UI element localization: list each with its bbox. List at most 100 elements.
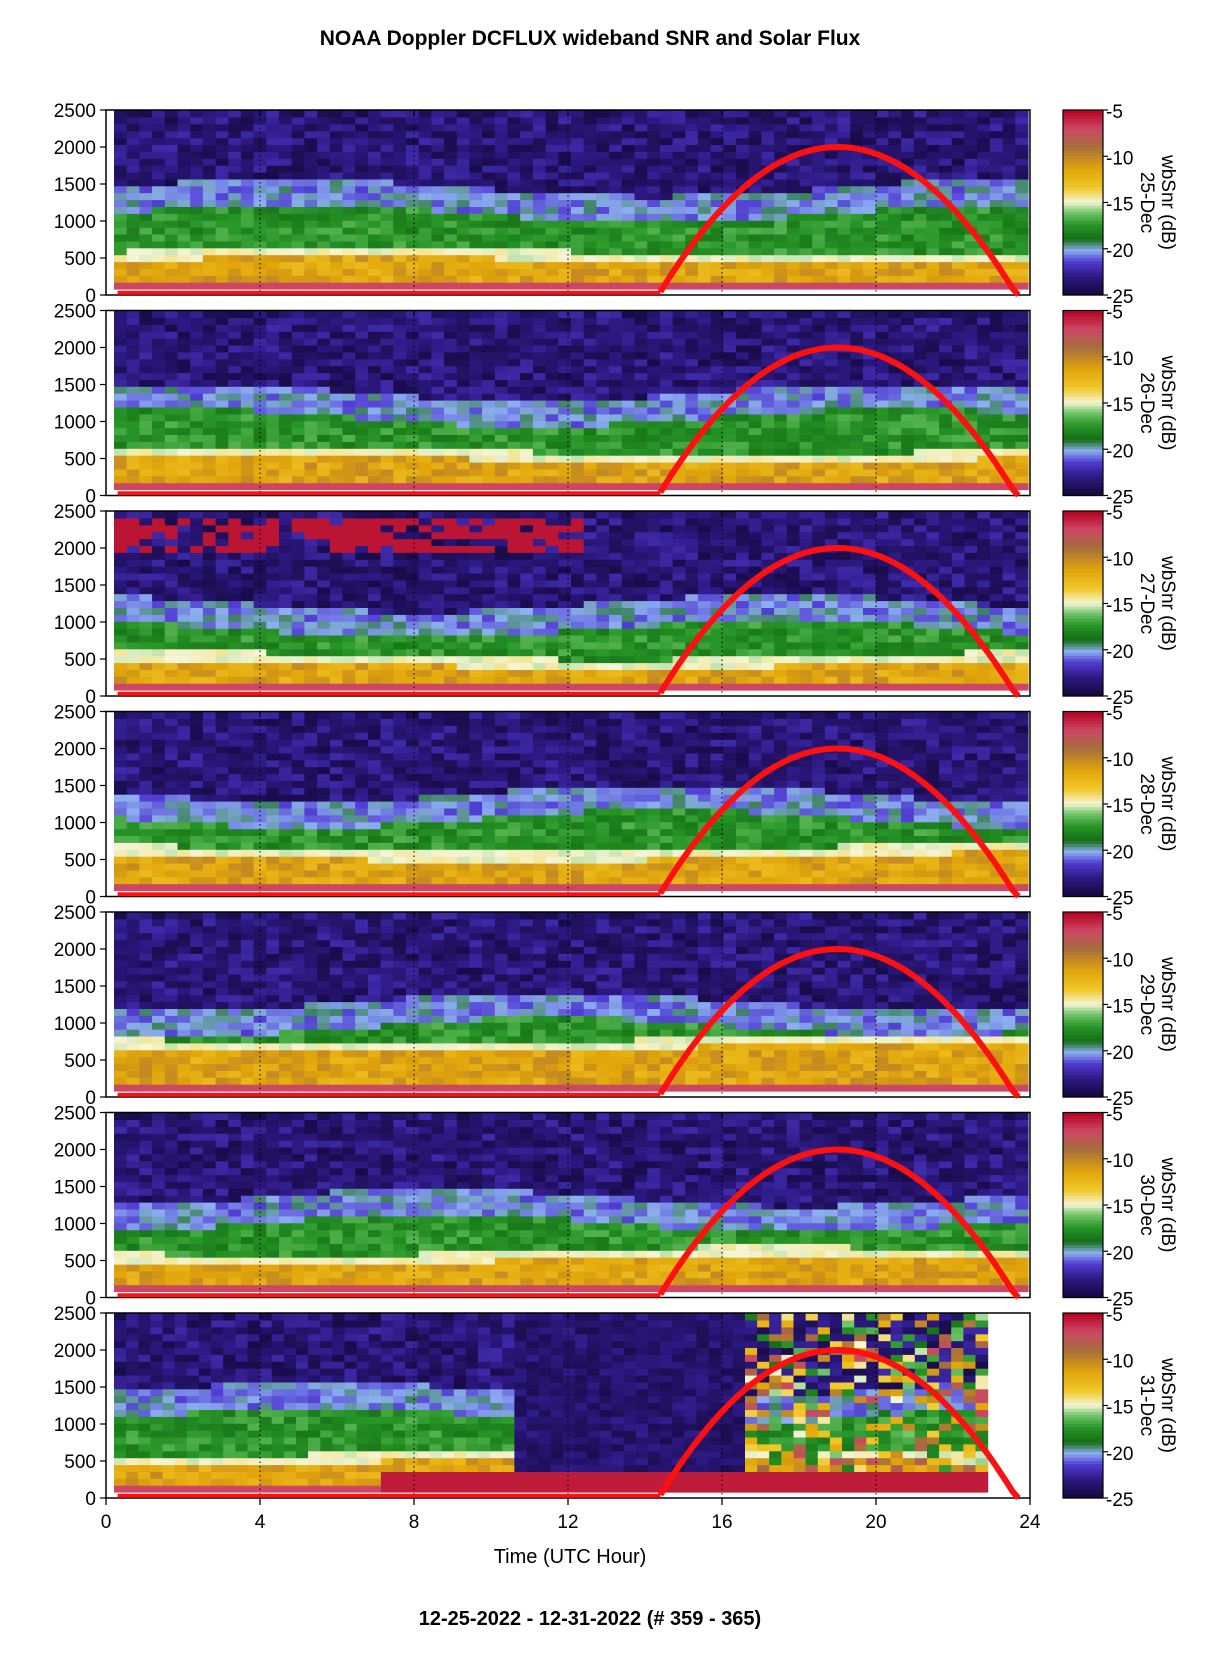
heatmap-cell — [558, 261, 572, 269]
heatmap-cell — [266, 607, 280, 615]
heatmap-cell — [863, 310, 877, 318]
heatmap-cell — [228, 338, 242, 346]
heatmap-cell — [558, 358, 572, 367]
heatmap-cell — [964, 254, 978, 263]
heatmap-cell — [240, 628, 255, 636]
heatmap-cell — [431, 662, 445, 670]
heatmap-cell — [317, 669, 331, 677]
heatmap-cell — [926, 282, 940, 290]
heatmap-cell — [710, 247, 724, 256]
heatmap-cell — [913, 192, 928, 201]
heatmap-cell — [469, 372, 483, 380]
heatmap-cell — [380, 365, 394, 374]
heatmap-cell — [418, 482, 432, 491]
colorbar-swatch — [1063, 369, 1103, 373]
heatmap-cell — [393, 213, 407, 221]
heatmap-cell — [621, 158, 636, 166]
colorbar-swatch — [1063, 224, 1103, 228]
heatmap-cell — [266, 123, 280, 132]
heatmap-cell — [558, 282, 572, 290]
heatmap-cell — [799, 406, 813, 415]
heatmap-cell — [913, 338, 928, 346]
heatmap-cell — [114, 351, 128, 360]
heatmap-cell — [1015, 351, 1029, 360]
heatmap-cell — [774, 227, 788, 235]
heatmap-cell — [951, 427, 966, 435]
heatmap-cell — [558, 559, 572, 567]
heatmap-cell — [329, 475, 344, 484]
heatmap-cell — [1002, 351, 1016, 360]
heatmap-cell — [240, 110, 255, 118]
heatmap-cell — [329, 144, 344, 152]
heatmap-cell — [444, 275, 458, 283]
heatmap-cell — [558, 331, 572, 339]
heatmap-cell — [545, 178, 559, 187]
heatmap-cell — [761, 358, 775, 367]
heatmap-cell — [482, 268, 496, 276]
heatmap-cell — [761, 462, 775, 470]
heatmap-cell — [304, 593, 318, 602]
heatmap-cell — [685, 413, 699, 422]
heatmap-cell — [114, 379, 128, 387]
heatmap-cell — [342, 600, 356, 608]
heatmap-cell — [939, 310, 953, 318]
heatmap-cell — [139, 247, 153, 256]
heatmap-cell — [571, 566, 585, 574]
heatmap-cell — [253, 137, 267, 145]
heatmap-cell — [634, 317, 648, 325]
heatmap-cell — [367, 268, 382, 276]
heatmap-cell — [317, 386, 331, 394]
heatmap-cell — [456, 268, 471, 276]
heatmap-cell — [659, 344, 674, 353]
heatmap-cell — [799, 233, 813, 242]
heatmap-cell — [901, 178, 915, 187]
heatmap-cell — [558, 545, 572, 553]
heatmap-cell — [304, 372, 318, 380]
heatmap-cell — [634, 482, 648, 491]
heatmap-cell — [799, 220, 813, 228]
colorbar-swatch — [1063, 455, 1103, 460]
heatmap-cell — [279, 462, 293, 470]
heatmap-cell — [824, 254, 839, 263]
heatmap-cell — [164, 393, 179, 401]
heatmap-cell — [342, 420, 356, 429]
heatmap-cell — [1015, 310, 1029, 318]
colorbar-swatch — [1063, 254, 1103, 259]
heatmap-cell — [202, 413, 217, 422]
heatmap-cell — [456, 573, 471, 581]
heatmap-cell — [215, 379, 229, 387]
heatmap-cell — [456, 331, 471, 339]
heatmap-cell — [901, 240, 915, 249]
heatmap-cell — [291, 566, 305, 574]
heatmap-cell — [202, 213, 217, 221]
heatmap-cell — [164, 420, 179, 429]
colorbar-tick-label: -15 — [1106, 195, 1133, 216]
heatmap-cell — [355, 165, 369, 173]
heatmap-cell — [672, 372, 686, 380]
heatmap-cell — [177, 482, 191, 491]
heatmap-cell — [444, 178, 458, 187]
heatmap-cell — [291, 628, 305, 636]
heatmap-cell — [139, 482, 153, 491]
heatmap-cell — [177, 324, 191, 332]
heatmap-cell — [202, 261, 217, 269]
heatmap-cell — [659, 427, 674, 435]
heatmap-cell — [380, 614, 394, 622]
heatmap-cell — [710, 434, 724, 442]
heatmap-cell — [672, 420, 686, 429]
heatmap-cell — [266, 669, 280, 677]
heatmap-cell — [532, 573, 547, 581]
heatmap-cell — [1015, 386, 1029, 394]
heatmap-cell — [279, 517, 293, 526]
heatmap-cell — [786, 261, 801, 269]
heatmap-cell — [317, 324, 331, 332]
heatmap-cell — [596, 213, 610, 221]
heatmap-cell — [697, 178, 712, 187]
heatmap-cell — [837, 185, 851, 194]
heatmap-cell — [380, 379, 394, 387]
heatmap-cell — [697, 331, 712, 339]
heatmap-cell — [240, 559, 255, 567]
heatmap-cell — [583, 137, 597, 145]
heatmap-cell — [139, 641, 153, 650]
heatmap-cell — [1002, 220, 1016, 228]
